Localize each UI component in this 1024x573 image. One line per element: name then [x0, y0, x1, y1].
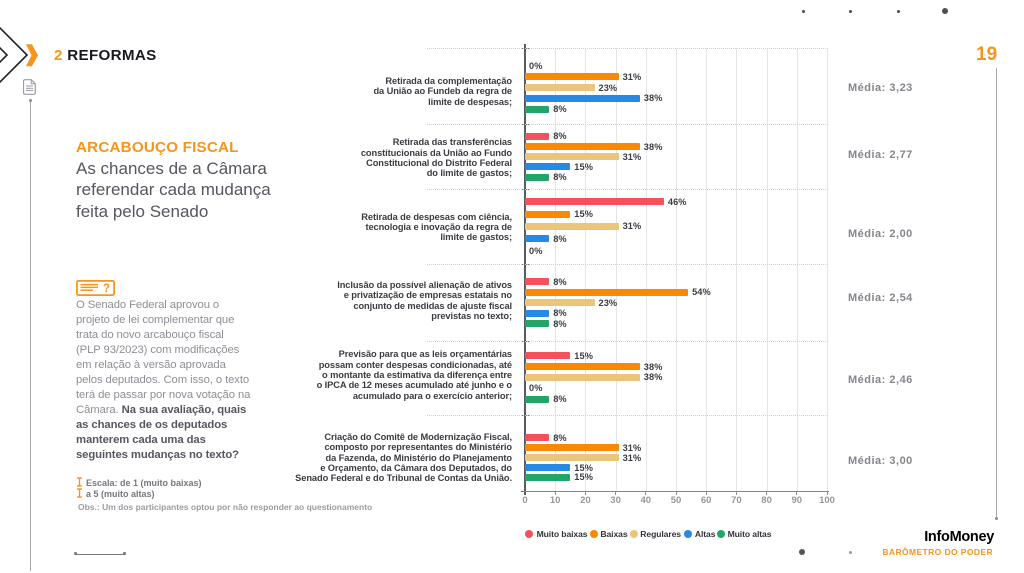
svg-text:?: ?	[103, 283, 110, 295]
